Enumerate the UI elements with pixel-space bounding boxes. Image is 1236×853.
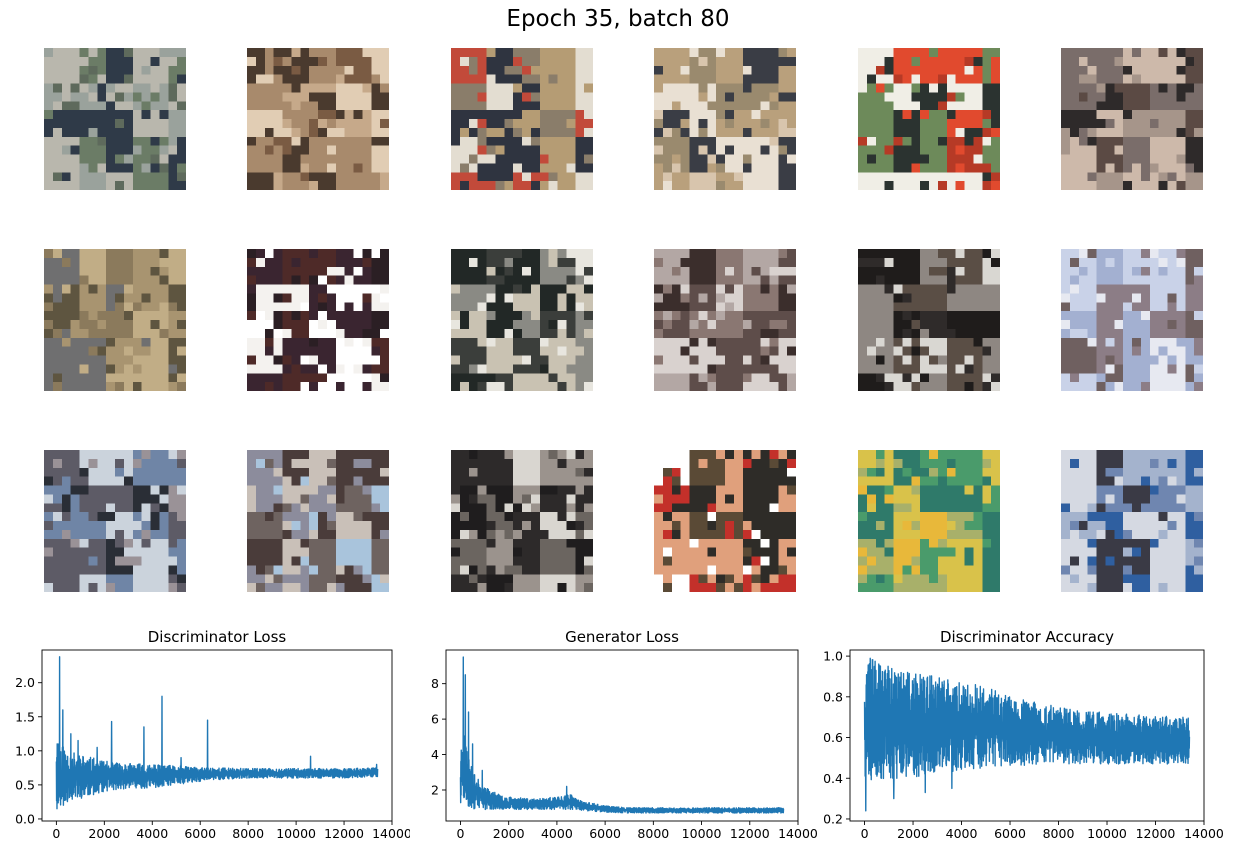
x-tick-label: 0 [456, 826, 464, 841]
series-line [55, 656, 379, 810]
generated-sample-image [858, 450, 1000, 592]
x-tick-label: 14000 [778, 826, 818, 841]
plot-frame [849, 649, 1205, 822]
figure-title: Epoch 35, batch 80 [506, 6, 730, 32]
generated-sample-image [1061, 48, 1203, 190]
x-tick-label: 12000 [1136, 826, 1176, 841]
plot-title-discriminator-accuracy: Discriminator Accuracy [939, 628, 1115, 646]
generated-sample-image [1061, 450, 1203, 592]
generated-sample-image [44, 48, 186, 190]
x-tick-label: 10000 [682, 826, 722, 841]
x-tick-label: 0 [52, 826, 60, 841]
y-tick-label: 0.0 [15, 811, 35, 826]
chart-discriminator-loss: 0 2000 4000 6000 8000 10000 12000 14000 0.0 0.5 1.… [15, 649, 410, 841]
plot-title-discriminator-loss: Discriminator Loss [147, 628, 287, 646]
generated-sample-image [247, 48, 389, 190]
x-tick-label: 6000 [184, 826, 216, 841]
plot-title-generator-loss: Generator Loss [565, 628, 679, 646]
sample-image-grid [44, 48, 1203, 592]
x-tick-label: 10000 [1087, 826, 1127, 841]
y-tick-label: 6 [431, 712, 439, 727]
y-tick-label: 1.5 [15, 709, 35, 724]
generated-sample-image [654, 48, 796, 190]
series-line [863, 657, 1191, 812]
generated-sample-image [451, 450, 593, 592]
y-tick-label: 0.2 [823, 811, 843, 826]
x-tick-label: 2000 [88, 826, 120, 841]
y-tick-label: 0.8 [823, 689, 843, 704]
x-tick-label: 0 [861, 826, 869, 841]
generated-sample-image [858, 249, 1000, 391]
x-tick-label: 14000 [1184, 826, 1224, 841]
x-tick-label: 8000 [637, 826, 669, 841]
y-tick-label: 4 [431, 747, 439, 762]
x-tick-label: 14000 [372, 826, 410, 841]
generated-sample-image [858, 48, 1000, 190]
y-tick-label: 2 [431, 782, 439, 797]
generated-sample-image [654, 450, 796, 592]
plot-frame [41, 649, 393, 822]
x-tick-label: 4000 [136, 826, 168, 841]
generated-sample-image [1061, 249, 1203, 391]
generated-sample-image [451, 249, 593, 391]
generated-sample-image [451, 48, 593, 190]
generated-sample-image [654, 249, 796, 391]
chart-discriminator-accuracy: 0 2000 4000 6000 8000 10000 12000 14000 0.2 0.4 0.… [823, 649, 1224, 841]
x-tick-label: 10000 [276, 826, 316, 841]
y-tick-label: 0.4 [823, 771, 843, 786]
plot-frame [445, 649, 799, 822]
x-tick-label: 6000 [994, 826, 1026, 841]
x-tick-label: 8000 [232, 826, 264, 841]
x-tick-label: 2000 [897, 826, 929, 841]
generated-sample-image [247, 450, 389, 592]
generated-sample-image [44, 249, 186, 391]
y-tick-label: 1.0 [823, 649, 843, 664]
x-tick-label: 12000 [324, 826, 364, 841]
series-line [459, 656, 785, 814]
x-tick-label: 4000 [541, 826, 573, 841]
y-tick-label: 8 [431, 676, 439, 691]
x-tick-label: 8000 [1043, 826, 1075, 841]
y-tick-label: 1.0 [15, 743, 35, 758]
x-tick-label: 6000 [589, 826, 621, 841]
y-tick-label: 2.0 [15, 675, 35, 690]
y-tick-label: 0.5 [15, 777, 35, 792]
generated-sample-image [247, 249, 389, 391]
generated-sample-image [44, 450, 186, 592]
chart-generator-loss: 0 2000 4000 6000 8000 10000 12000 14000 2 4 6 8 [431, 649, 818, 841]
x-tick-label: 4000 [946, 826, 978, 841]
y-tick-label: 0.6 [823, 730, 843, 745]
x-tick-label: 12000 [730, 826, 770, 841]
x-tick-label: 2000 [493, 826, 525, 841]
